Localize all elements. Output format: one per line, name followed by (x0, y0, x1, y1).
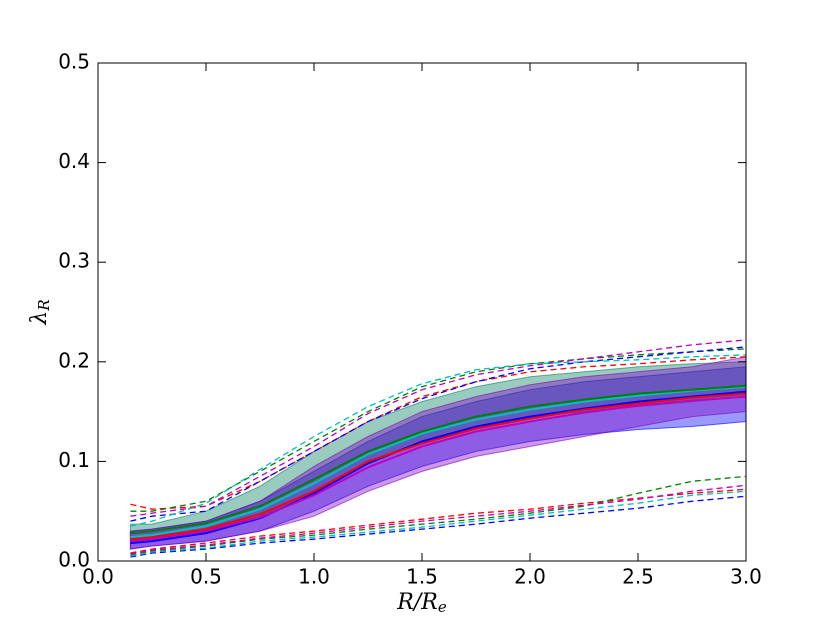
line (130, 395, 747, 543)
dashed-line (130, 488, 747, 554)
x-tick-label: 3.0 (730, 565, 762, 589)
plot-frame (97, 62, 747, 562)
line (130, 384, 747, 535)
x-tick-label: 1.0 (298, 565, 330, 589)
dashed-line (130, 348, 747, 512)
y-tick-label: 0.1 (58, 448, 90, 472)
dashed-line (130, 475, 747, 556)
y-axis-label: λR (27, 299, 53, 325)
line (130, 385, 747, 539)
dashed-line (130, 339, 747, 517)
x-label-sub: e (438, 598, 447, 616)
dashed-line (130, 346, 747, 522)
y-tick-label: 0.3 (58, 249, 90, 273)
x-tick-label: 0.0 (82, 565, 114, 589)
dashed-line (130, 490, 747, 557)
line (130, 392, 747, 541)
dashed-line (130, 495, 747, 558)
x-tick-label: 1.5 (406, 565, 438, 589)
y-tick-label: 0.0 (58, 548, 90, 572)
x-tick-label: 0.5 (190, 565, 222, 589)
x-tick-label: 2.5 (622, 565, 654, 589)
y-tick-label: 0.4 (58, 149, 90, 173)
y-label-main: λ (27, 311, 52, 326)
line (130, 390, 747, 545)
x-axis-label: R/Re (396, 590, 447, 616)
y-tick-label: 0.2 (58, 348, 90, 372)
x-tick-label: 2.0 (514, 565, 546, 589)
y-tick-label: 0.5 (58, 50, 90, 74)
dashed-line (130, 354, 747, 527)
dashed-line (130, 484, 747, 555)
y-label-sub: R (35, 299, 53, 311)
x-label-main: R/R (396, 590, 438, 615)
